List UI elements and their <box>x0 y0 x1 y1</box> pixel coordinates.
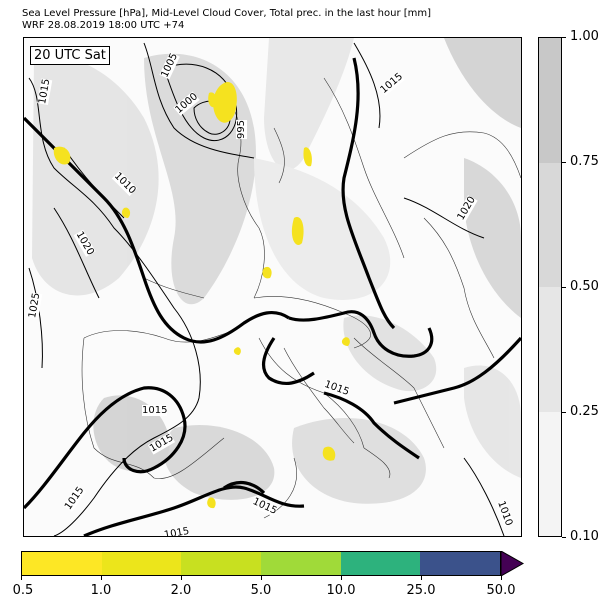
precip-colorbar-label: 5.0 <box>250 583 272 598</box>
map-canvas <box>24 38 521 536</box>
valid-time-label: 20 UTC Sat <box>30 46 110 65</box>
colorbar-extend-arrow <box>501 551 525 576</box>
precip-colorbar-label: 0.5 <box>12 583 34 598</box>
isobar-1015-bold <box>24 57 521 536</box>
precip-colorbar-tick <box>341 576 342 580</box>
cloud-colorbar-tick <box>562 162 566 163</box>
cloud-colorbar-label: 0.10 <box>570 529 599 544</box>
weather-map: 20 UTC Sat 1015 1005 1000 995 1015 1010 1020 10… <box>23 37 522 537</box>
cloud-colorbar-tick <box>562 537 566 538</box>
cloud-colorbar-segment <box>539 162 561 287</box>
cloud-cover-colorbar <box>538 37 562 537</box>
model-run-info: WRF 28.08.2019 18:00 UTC +74 <box>22 20 185 31</box>
precip-colorbar-tick <box>501 576 502 580</box>
precip-colorbar-label: 10.0 <box>326 583 356 598</box>
precip-colorbar-tick <box>101 576 102 580</box>
coastlines <box>81 77 521 519</box>
precip-colorbar-tick <box>21 576 22 580</box>
precip-colorbar-label: 1.0 <box>90 583 112 598</box>
precip-colorbar-tick <box>421 576 422 580</box>
chart-title: Sea Level Pressure [hPa], Mid-Level Clou… <box>22 8 432 19</box>
precip-colorbar-segment <box>420 552 501 575</box>
precip-colorbar-segment <box>340 552 421 575</box>
precip-colorbar-tick <box>181 576 182 580</box>
precip-colorbar-label: 50.0 <box>486 583 516 598</box>
precip-colorbar-label: 2.0 <box>170 583 192 598</box>
cloud-colorbar-tick <box>562 37 566 38</box>
precip-colorbar-segment <box>101 552 182 575</box>
cloud-colorbar-label: 1.00 <box>570 29 599 44</box>
cloud-colorbar-tick <box>562 287 566 288</box>
cloud-colorbar-tick <box>562 412 566 413</box>
cloud-colorbar-segment <box>539 38 561 163</box>
precip-patches <box>53 82 350 509</box>
cloud-colorbar-label: 0.50 <box>570 279 599 294</box>
cloud-colorbar-segment <box>539 287 561 412</box>
precip-colorbar-segment <box>22 552 102 575</box>
precip-colorbar-segment <box>261 552 341 575</box>
precip-colorbar-label: 25.0 <box>406 583 436 598</box>
precip-colorbar-tick <box>261 576 262 580</box>
cloud-cover-shading <box>32 38 521 504</box>
isobar-label: 1015 <box>142 405 168 416</box>
cloud-colorbar-label: 0.25 <box>570 404 599 419</box>
precip-colorbar-segment <box>181 552 262 575</box>
precipitation-colorbar <box>21 551 501 576</box>
cloud-colorbar-segment <box>539 411 561 536</box>
cloud-colorbar-label: 0.75 <box>570 154 599 169</box>
isobar-label: 995 <box>236 119 248 140</box>
